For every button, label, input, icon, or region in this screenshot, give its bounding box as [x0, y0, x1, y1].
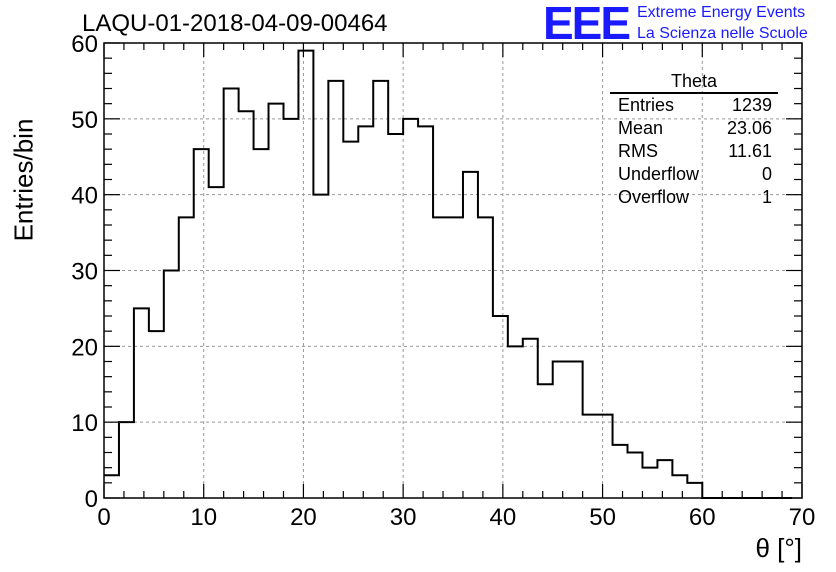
histogram-bin — [463, 172, 478, 498]
histogram-outline — [104, 49, 793, 499]
histogram-bin — [358, 126, 373, 498]
x-tick-label: 70 — [789, 504, 816, 531]
stats-row-entries: Entries 1239 — [610, 94, 778, 117]
stats-value: 0 — [761, 164, 772, 184]
histogram-bin — [553, 362, 568, 499]
y-axis-label-box: Entries/bin — [4, 110, 44, 250]
stats-label: Overflow — [618, 187, 690, 207]
histogram-bin — [269, 104, 284, 498]
stats-value: 1239 — [731, 95, 772, 115]
histogram-bin — [642, 468, 657, 498]
y-tick-label: 60 — [71, 31, 98, 58]
histogram-bin — [239, 111, 254, 498]
y-tick-label: 20 — [71, 334, 98, 361]
histogram-bin — [149, 331, 164, 498]
y-tick-label: 40 — [71, 183, 98, 210]
histogram-bin — [164, 271, 179, 499]
x-tick-label: 30 — [390, 504, 417, 531]
histogram-bin — [134, 308, 149, 498]
logo-line-2: La Scienza nelle Scuole — [637, 25, 808, 42]
stats-value: 23.06 — [726, 118, 772, 138]
stats-label: Underflow — [618, 164, 700, 184]
x-tick-label: 10 — [190, 504, 217, 531]
grid-lines — [104, 43, 802, 498]
histogram-bin — [493, 316, 508, 498]
histogram-bin — [583, 415, 598, 498]
chart-title: LAQU-01-2018-04-09-00464 — [82, 10, 388, 37]
histogram-bin — [433, 217, 448, 498]
histogram-bin — [373, 81, 388, 498]
stats-row-overflow: Overflow 1 — [610, 186, 778, 209]
x-tick-label: 0 — [97, 504, 110, 531]
histogram-bin — [672, 475, 687, 498]
histogram-bin — [104, 475, 119, 498]
histogram-bin — [657, 460, 672, 498]
x-tick-label: 50 — [589, 504, 616, 531]
histogram-bin — [328, 81, 343, 498]
histogram-bin — [538, 384, 553, 498]
histogram-bin — [448, 217, 463, 498]
stats-value: 11.61 — [728, 141, 772, 161]
stats-row-mean: Mean 23.06 — [610, 117, 778, 140]
stats-label: Mean — [618, 118, 664, 138]
plot-frame — [103, 42, 803, 499]
x-axis-label: θ [°] — [755, 533, 802, 563]
x-tick-label: 60 — [689, 504, 716, 531]
histogram-bin — [418, 126, 433, 498]
y-tick-label: 0 — [85, 486, 98, 513]
histogram-bin — [628, 453, 643, 499]
histogram-bin — [687, 483, 702, 498]
x-tick-label: 20 — [290, 504, 317, 531]
y-tick-label: 30 — [71, 259, 98, 286]
histogram-bin — [209, 187, 224, 498]
stats-row-rms: RMS 11.61 — [610, 140, 778, 163]
histogram-bin — [403, 119, 418, 498]
histogram-bin — [179, 217, 194, 498]
y-tick-label: 10 — [71, 410, 98, 437]
stats-value: 1 — [761, 187, 772, 207]
histogram-bin — [119, 422, 134, 498]
y-axis-label: Entries/bin — [8, 118, 39, 242]
stats-label: RMS — [618, 141, 658, 161]
histogram-bin — [224, 89, 239, 499]
stats-title: Theta — [610, 70, 778, 94]
y-tick-label: 50 — [71, 107, 98, 134]
stats-label: Entries — [618, 95, 675, 115]
histogram-bin — [298, 51, 313, 498]
histogram-bin — [598, 415, 613, 498]
histogram-bin — [283, 119, 298, 498]
histogram-bin — [613, 445, 628, 498]
eee-logo: EEE — [543, 0, 631, 49]
histogram-bin — [523, 339, 538, 498]
histogram-bin — [254, 149, 269, 498]
stats-row-underflow: Underflow 0 — [610, 163, 778, 186]
histogram-bin — [478, 217, 493, 498]
histogram-bin — [388, 134, 403, 498]
histogram-bin — [568, 362, 583, 499]
histogram-bin — [194, 149, 209, 498]
stats-box: Theta Entries 1239 Mean 23.06 RMS 11.61 … — [610, 70, 778, 209]
logo-line-1: Extreme Energy Events — [637, 4, 806, 21]
x-tick-label: 40 — [490, 504, 517, 531]
